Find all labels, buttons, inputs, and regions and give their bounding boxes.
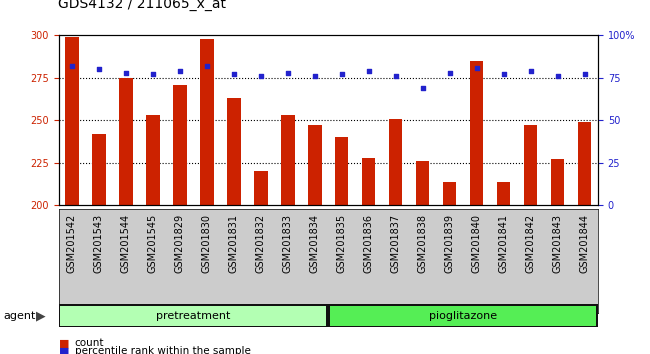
Point bbox=[94, 67, 104, 72]
Text: GSM201831: GSM201831 bbox=[229, 214, 239, 273]
Text: pioglitazone: pioglitazone bbox=[429, 311, 497, 321]
Bar bbox=[578, 122, 592, 205]
Bar bbox=[200, 39, 214, 205]
Text: ■: ■ bbox=[58, 338, 69, 348]
Point bbox=[202, 63, 212, 69]
Bar bbox=[416, 161, 430, 205]
Bar bbox=[146, 115, 160, 205]
Point bbox=[417, 85, 428, 91]
Bar bbox=[173, 85, 187, 205]
Point bbox=[445, 70, 455, 76]
Bar bbox=[470, 61, 484, 205]
Text: count: count bbox=[75, 338, 104, 348]
Text: GSM201544: GSM201544 bbox=[121, 214, 131, 273]
Bar bbox=[254, 171, 268, 205]
Point bbox=[121, 70, 131, 76]
Bar bbox=[65, 37, 79, 205]
Bar bbox=[524, 125, 538, 205]
Text: GSM201844: GSM201844 bbox=[580, 214, 590, 273]
Text: GSM201542: GSM201542 bbox=[67, 214, 77, 273]
Bar bbox=[551, 159, 564, 205]
Text: GSM201543: GSM201543 bbox=[94, 214, 104, 273]
Text: GSM201837: GSM201837 bbox=[391, 214, 400, 273]
Text: ▶: ▶ bbox=[36, 309, 46, 322]
Point bbox=[283, 70, 293, 76]
Text: percentile rank within the sample: percentile rank within the sample bbox=[75, 346, 251, 354]
Text: GSM201545: GSM201545 bbox=[148, 214, 158, 273]
Text: GSM201835: GSM201835 bbox=[337, 214, 346, 273]
Text: pretreatment: pretreatment bbox=[156, 311, 231, 321]
Text: agent: agent bbox=[3, 311, 36, 321]
Point bbox=[471, 65, 482, 70]
Point bbox=[337, 72, 347, 77]
Point bbox=[255, 73, 266, 79]
Bar bbox=[227, 98, 240, 205]
Text: GSM201841: GSM201841 bbox=[499, 214, 508, 273]
Point bbox=[391, 73, 401, 79]
Text: GSM201833: GSM201833 bbox=[283, 214, 292, 273]
Point bbox=[525, 68, 536, 74]
Text: GSM201834: GSM201834 bbox=[310, 214, 320, 273]
Bar bbox=[281, 115, 294, 205]
Point bbox=[309, 73, 320, 79]
Bar bbox=[362, 158, 376, 205]
Bar bbox=[389, 119, 402, 205]
Point bbox=[67, 63, 77, 69]
Bar bbox=[92, 134, 106, 205]
Text: GSM201843: GSM201843 bbox=[552, 214, 562, 273]
Text: GSM201829: GSM201829 bbox=[175, 214, 185, 273]
Text: GSM201832: GSM201832 bbox=[256, 214, 266, 273]
Point bbox=[499, 72, 509, 77]
Text: GSM201840: GSM201840 bbox=[472, 214, 482, 273]
Bar bbox=[335, 137, 348, 205]
Text: GSM201839: GSM201839 bbox=[445, 214, 454, 273]
Point bbox=[552, 73, 563, 79]
Point bbox=[175, 68, 185, 74]
Bar bbox=[308, 125, 322, 205]
Point bbox=[229, 72, 239, 77]
Text: GSM201830: GSM201830 bbox=[202, 214, 212, 273]
Text: GDS4132 / 211065_x_at: GDS4132 / 211065_x_at bbox=[58, 0, 226, 11]
Bar bbox=[497, 182, 510, 205]
Point bbox=[579, 72, 590, 77]
Point bbox=[363, 68, 374, 74]
Point bbox=[148, 72, 158, 77]
Text: GSM201842: GSM201842 bbox=[526, 214, 536, 273]
Text: ■: ■ bbox=[58, 346, 69, 354]
Bar bbox=[119, 78, 133, 205]
Text: GSM201836: GSM201836 bbox=[364, 214, 374, 273]
Bar bbox=[443, 182, 456, 205]
Text: GSM201838: GSM201838 bbox=[418, 214, 428, 273]
